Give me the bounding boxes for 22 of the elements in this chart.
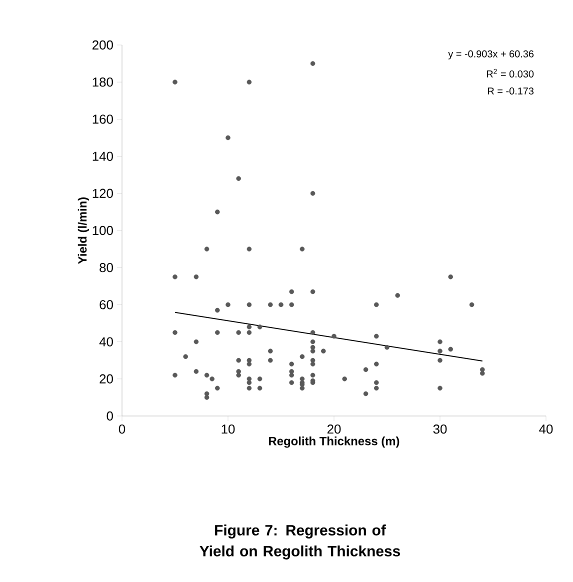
y-tick-label: 120 xyxy=(92,188,113,198)
x-tick-label: 10 xyxy=(222,424,235,434)
y-tick-label: 160 xyxy=(92,114,113,124)
y-tick-label: 40 xyxy=(99,337,113,346)
x-tick-label: 30 xyxy=(433,424,447,434)
y-tick-label: 0 xyxy=(106,411,113,421)
annotation: y = -0.903x + 60.36 xyxy=(448,50,534,60)
y-tick-label: 80 xyxy=(100,263,113,272)
annotation: R = -0.173 xyxy=(488,87,534,95)
y-tick-label: 100 xyxy=(92,226,113,236)
y-tick-label: 140 xyxy=(92,152,113,161)
annotation: R$^{2}$ = 0.030 xyxy=(486,68,534,78)
y-tick-label: 20 xyxy=(100,374,113,384)
y-axis-title: Yield (l/min) xyxy=(78,197,90,264)
x-axis-title: Regolith Thickness (m) xyxy=(269,436,400,448)
x-tick-label: 0 xyxy=(118,424,126,434)
text: Figure 7: Regression of Yield on Regolith Thickness xyxy=(200,524,400,560)
x-tick-label: 20 xyxy=(327,424,341,434)
y-tick-label: 200 xyxy=(92,40,113,50)
y-tick-label: 180 xyxy=(92,78,113,87)
x-tick-label: 40 xyxy=(539,424,553,434)
y-tick-label: 60 xyxy=(100,300,113,310)
